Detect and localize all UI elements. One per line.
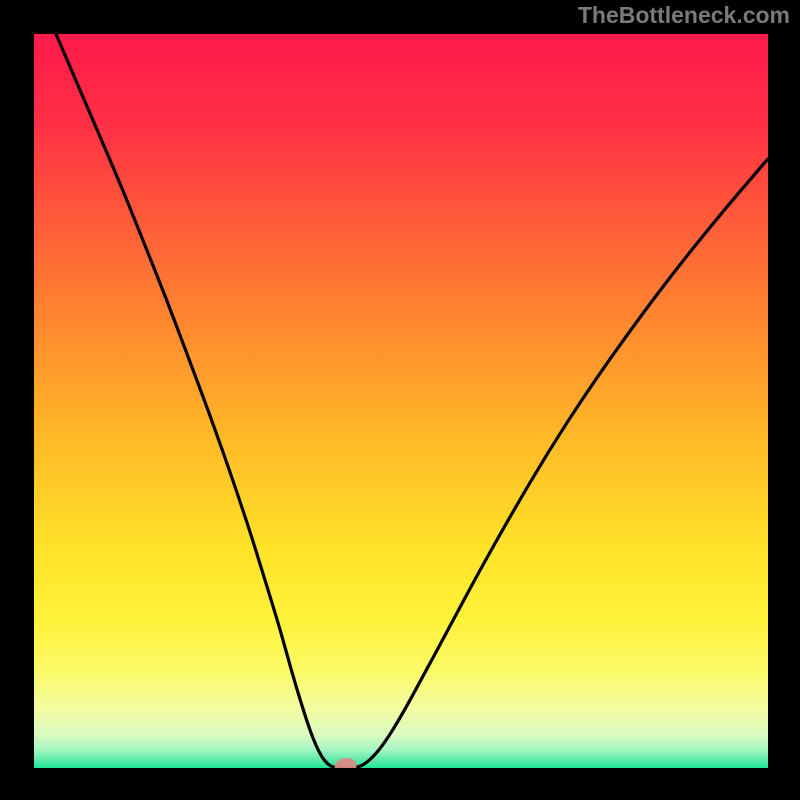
watermark-text: TheBottleneck.com <box>578 2 790 29</box>
chart-stage: TheBottleneck.com <box>0 0 800 800</box>
plot-area <box>34 34 768 768</box>
minimum-marker <box>34 34 768 768</box>
